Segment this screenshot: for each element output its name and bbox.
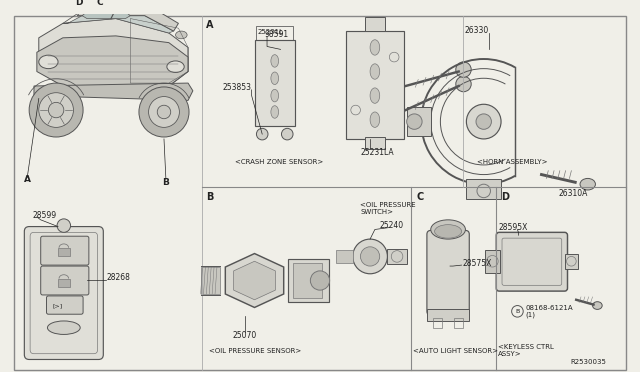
Bar — [365, 137, 385, 148]
Text: 08168-6121A
(1): 08168-6121A (1) — [525, 305, 573, 318]
Text: <OIL PRESSURE SENSOR>: <OIL PRESSURE SENSOR> — [209, 348, 301, 354]
Ellipse shape — [580, 179, 595, 190]
Polygon shape — [77, 9, 179, 31]
Text: <OIL PRESSURE
SWITCH>: <OIL PRESSURE SWITCH> — [360, 202, 416, 215]
Text: 26310A: 26310A — [559, 189, 588, 198]
Ellipse shape — [271, 72, 278, 84]
Text: 28595X: 28595X — [498, 223, 527, 232]
Text: <KEYLESS CTRL
ASSY>: <KEYLESS CTRL ASSY> — [498, 344, 554, 357]
Text: A: A — [24, 175, 31, 184]
Ellipse shape — [39, 55, 58, 69]
Ellipse shape — [370, 64, 380, 79]
Bar — [427, 310, 469, 321]
Text: A: A — [206, 20, 214, 30]
Circle shape — [257, 128, 268, 140]
Bar — [58, 279, 70, 287]
Ellipse shape — [167, 61, 184, 73]
Bar — [365, 17, 385, 31]
FancyBboxPatch shape — [24, 227, 103, 359]
Ellipse shape — [271, 89, 278, 102]
Polygon shape — [82, 12, 131, 19]
Circle shape — [39, 93, 74, 127]
Bar — [433, 318, 442, 328]
Ellipse shape — [271, 55, 278, 67]
Polygon shape — [234, 261, 275, 300]
Circle shape — [467, 104, 501, 139]
Circle shape — [157, 105, 171, 119]
Bar — [454, 318, 463, 328]
Ellipse shape — [271, 106, 278, 118]
Polygon shape — [225, 254, 284, 308]
Circle shape — [148, 97, 179, 127]
Ellipse shape — [435, 225, 461, 238]
Ellipse shape — [175, 31, 187, 39]
Text: C: C — [97, 0, 103, 7]
Text: 98591: 98591 — [264, 31, 288, 39]
Text: 25231LA: 25231LA — [360, 148, 394, 157]
Text: <AUTO LIGHT SENSOR>: <AUTO LIGHT SENSOR> — [413, 348, 499, 354]
Circle shape — [49, 102, 64, 118]
Ellipse shape — [370, 40, 380, 55]
Circle shape — [353, 239, 387, 274]
Text: 26330: 26330 — [465, 26, 489, 35]
Bar — [467, 179, 501, 199]
Bar — [257, 26, 293, 40]
FancyBboxPatch shape — [427, 230, 469, 315]
Circle shape — [456, 76, 471, 92]
Bar — [58, 248, 70, 256]
FancyBboxPatch shape — [47, 296, 83, 314]
Ellipse shape — [47, 321, 80, 334]
Text: 25240: 25240 — [380, 221, 404, 230]
Circle shape — [456, 62, 471, 77]
Text: 25070: 25070 — [233, 331, 257, 340]
Text: C: C — [416, 192, 424, 202]
Circle shape — [476, 114, 492, 129]
Text: R2530035: R2530035 — [570, 359, 606, 365]
Circle shape — [406, 114, 422, 129]
Circle shape — [57, 219, 70, 232]
Text: 25231L: 25231L — [257, 29, 284, 35]
Text: D: D — [501, 192, 509, 202]
Ellipse shape — [370, 112, 380, 127]
Text: B: B — [162, 178, 169, 187]
Text: 28599: 28599 — [32, 211, 56, 219]
Bar — [293, 263, 322, 298]
Bar — [288, 259, 329, 302]
Circle shape — [139, 87, 189, 137]
Text: [>]: [>] — [52, 303, 62, 308]
Text: D: D — [76, 0, 83, 7]
Text: B: B — [515, 309, 520, 314]
Bar — [564, 254, 578, 269]
Ellipse shape — [370, 88, 380, 103]
Ellipse shape — [593, 302, 602, 310]
FancyBboxPatch shape — [496, 232, 568, 291]
Bar — [255, 40, 295, 126]
Bar — [484, 250, 500, 273]
Circle shape — [310, 271, 330, 290]
Text: <CRASH ZONE SENSOR>: <CRASH ZONE SENSOR> — [236, 159, 323, 165]
Bar — [346, 31, 404, 139]
Bar — [406, 107, 431, 136]
Text: B: B — [206, 192, 214, 202]
Circle shape — [29, 83, 83, 137]
Polygon shape — [63, 16, 173, 33]
FancyBboxPatch shape — [41, 236, 89, 265]
Bar — [387, 249, 406, 264]
Ellipse shape — [431, 220, 465, 239]
Circle shape — [282, 128, 293, 140]
Bar — [337, 250, 353, 263]
Polygon shape — [34, 83, 193, 100]
FancyBboxPatch shape — [41, 266, 89, 295]
Text: 28575X: 28575X — [463, 259, 492, 268]
Polygon shape — [37, 36, 188, 91]
Text: 253853: 253853 — [223, 83, 252, 92]
Text: <HORN ASSEMBLY>: <HORN ASSEMBLY> — [477, 159, 547, 165]
Text: 28268: 28268 — [106, 273, 130, 282]
Bar — [200, 267, 220, 294]
Circle shape — [360, 247, 380, 266]
Polygon shape — [39, 19, 188, 91]
